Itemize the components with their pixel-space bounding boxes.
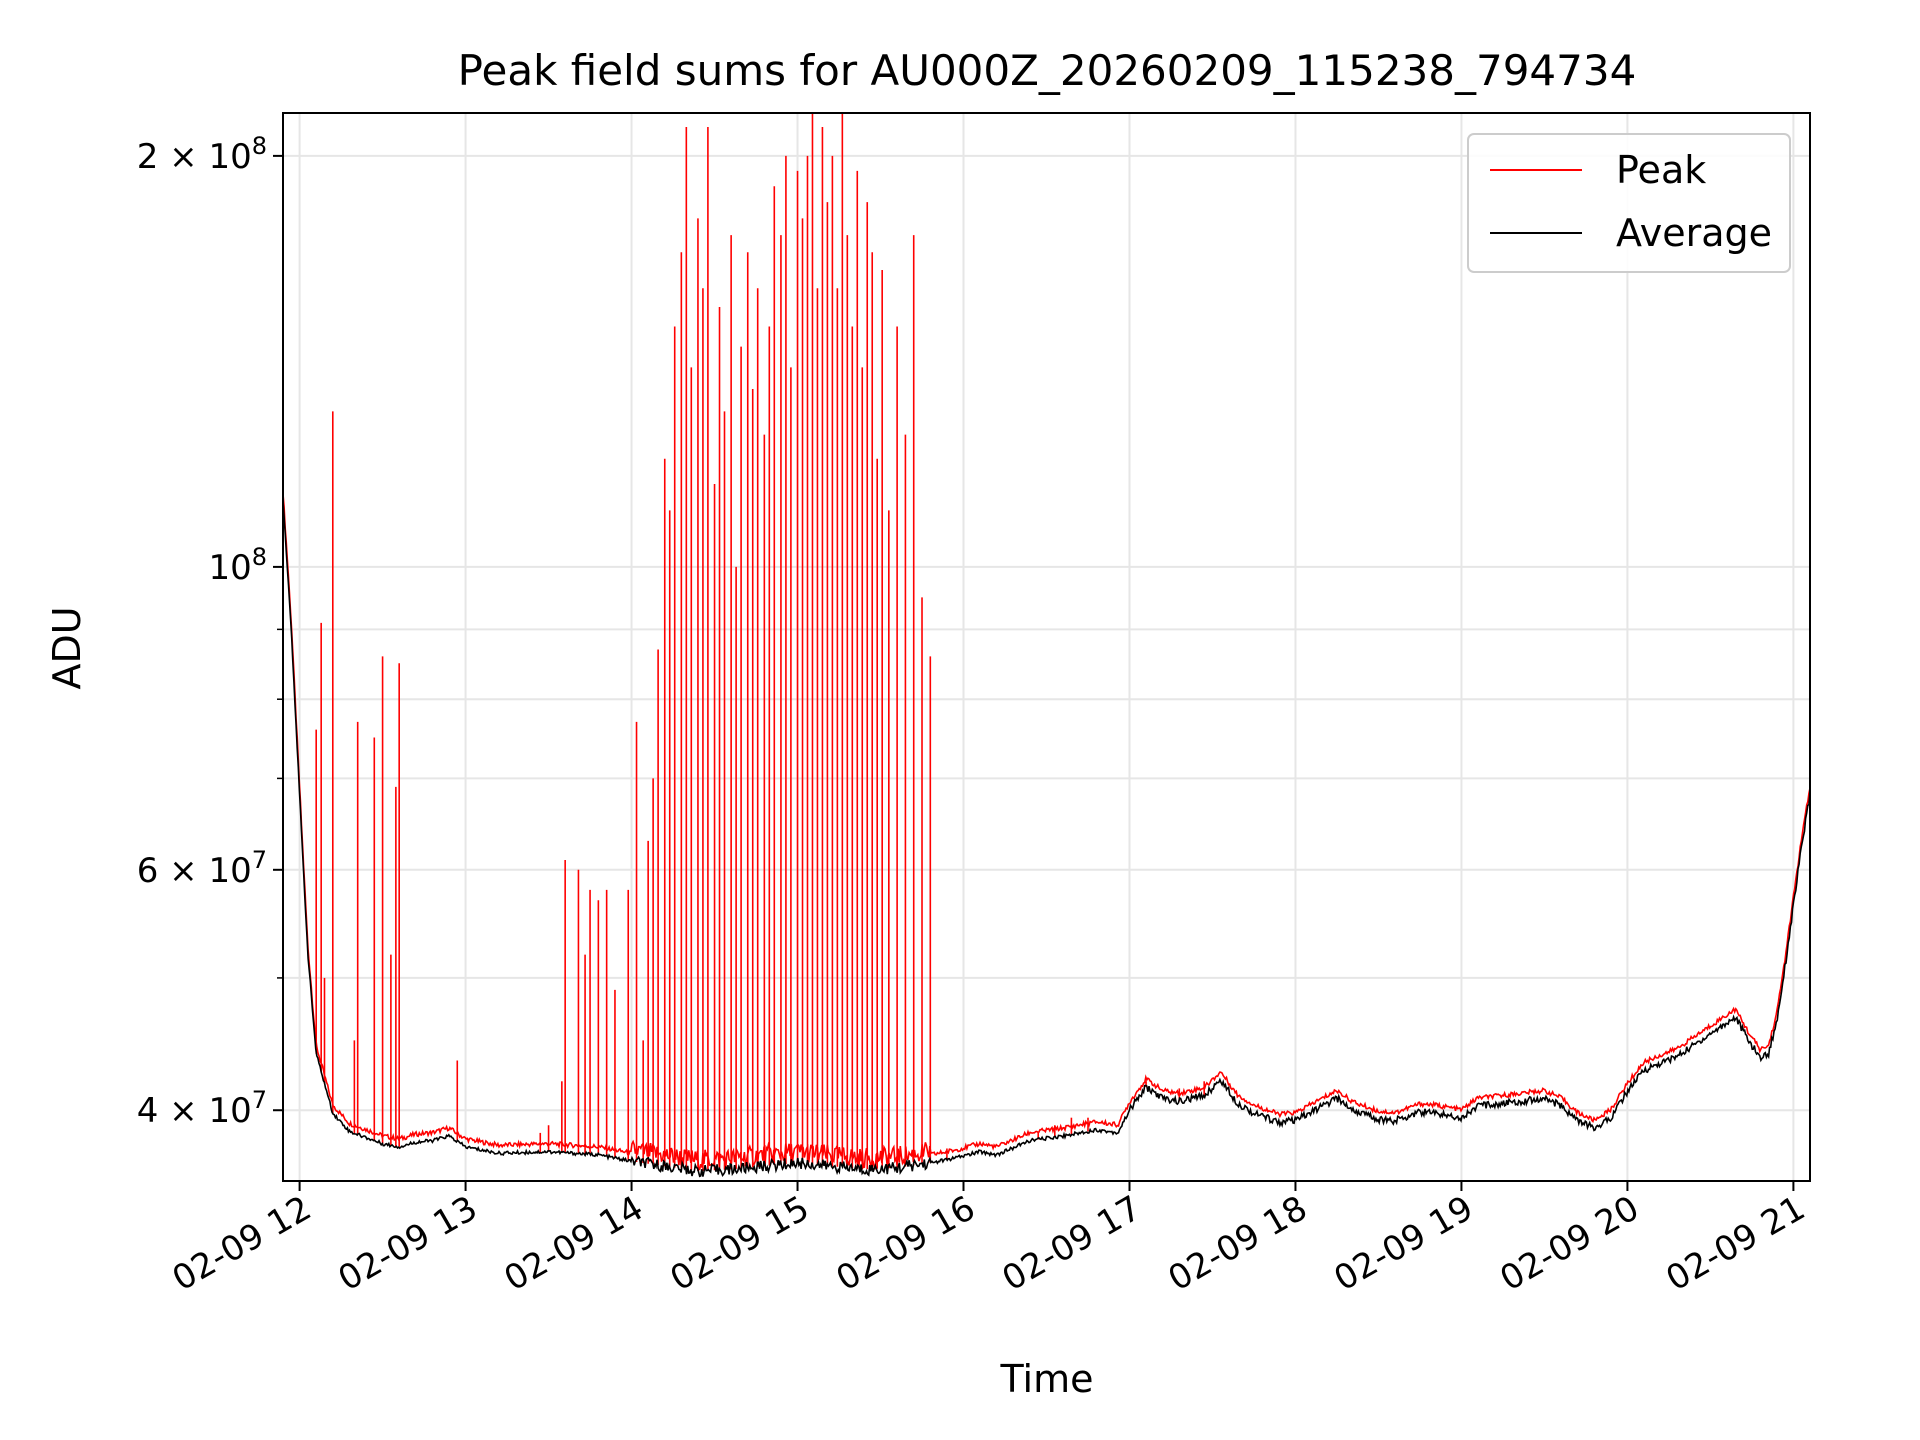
- y-tick-base: 10: [208, 137, 251, 177]
- plot-frame: [282, 112, 1811, 1182]
- legend-box: [1467, 133, 1791, 273]
- y-tick-mantissa: 6: [137, 851, 159, 891]
- y-tick-times: ×: [158, 137, 208, 177]
- y-tick-exponent: 7: [252, 846, 267, 874]
- grid: [283, 113, 1810, 1181]
- y-tick-times: ×: [158, 1091, 208, 1131]
- y-tick-base: 10: [208, 1091, 251, 1131]
- y-tick-label: 6 × 107: [137, 846, 267, 891]
- y-tick-label: 2 × 108: [137, 132, 267, 177]
- chart-title: Peak field sums for AU000Z_20260209_1152…: [458, 46, 1637, 95]
- legend-label-average: Average: [1616, 211, 1772, 255]
- series-average: [282, 501, 1811, 1178]
- y-axis-label: ADU: [45, 606, 89, 689]
- y-tick-exponent: 8: [252, 543, 267, 571]
- y-tick-base: 10: [208, 548, 251, 588]
- legend-label-peak: Peak: [1616, 148, 1706, 192]
- y-tick-label: 4 × 107: [137, 1086, 267, 1131]
- series-peak: [282, 113, 1811, 1172]
- y-tick-exponent: 7: [252, 1086, 267, 1114]
- y-tick-exponent: 8: [252, 132, 267, 160]
- x-axis-label: Time: [1000, 1357, 1094, 1401]
- peak-line: [282, 493, 1811, 1171]
- y-tick-times: ×: [158, 851, 208, 891]
- y-tick-mantissa: 2: [137, 137, 159, 177]
- legend: Peak Average: [1467, 133, 1791, 273]
- y-tick-label: 108: [208, 543, 267, 588]
- y-tick-base: 10: [208, 851, 251, 891]
- y-tick-mantissa: 4: [137, 1091, 159, 1131]
- average-line: [282, 501, 1811, 1178]
